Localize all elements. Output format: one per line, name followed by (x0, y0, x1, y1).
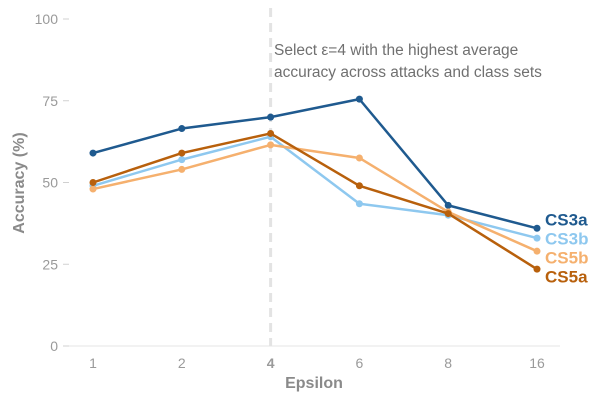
series-layer (89, 95, 541, 273)
data-point (533, 247, 541, 255)
series-label-cs5b: CS5b (545, 248, 588, 267)
series-label-cs3a: CS3a (545, 210, 588, 229)
data-point (89, 149, 97, 157)
annotation-line-1: Select ε=4 with the highest average (274, 42, 518, 59)
x-tick-label: 1 (89, 355, 97, 371)
y-tick-label: 50 (42, 175, 58, 191)
x-axis-title: Epsilon (285, 375, 343, 392)
data-point (89, 179, 97, 186)
data-point (178, 156, 186, 164)
data-point (267, 113, 275, 121)
data-point (355, 200, 363, 208)
y-tick-label: 0 (50, 338, 58, 354)
series-cs5b (89, 141, 541, 255)
data-point (178, 149, 186, 157)
data-point (178, 125, 186, 133)
data-point (444, 210, 452, 218)
y-axis-title: Accuracy (%) (11, 132, 28, 233)
y-tick-label: 25 (42, 256, 58, 272)
data-point (355, 182, 363, 190)
data-point (533, 224, 541, 232)
data-point (178, 165, 186, 173)
data-point (355, 154, 363, 162)
series-label-cs3b: CS3b (545, 229, 588, 248)
data-point (89, 185, 97, 193)
series-line-cs5b (91, 143, 539, 253)
data-point (267, 141, 275, 149)
series-line-cs3a (91, 97, 539, 230)
data-point (444, 201, 452, 209)
x-tick-label: 8 (444, 355, 452, 371)
x-tick-label: 16 (529, 355, 545, 371)
data-point (533, 234, 541, 242)
data-point (533, 265, 541, 273)
x-tick-label: 2 (178, 355, 186, 371)
series-cs3b (89, 133, 541, 242)
x-tick-label: 4 (267, 355, 275, 371)
data-point (267, 129, 275, 137)
x-tick-label: 6 (356, 355, 364, 371)
series-cs3a (89, 95, 541, 232)
series-cs5a (89, 129, 541, 273)
y-tick-label: 100 (35, 11, 59, 27)
x-axis-ticks: 1 2 4 6 8 16 (89, 355, 545, 371)
series-line-cs5a (91, 132, 539, 271)
y-axis-ticks: 0 25 50 75 100 (35, 11, 69, 354)
annotation-line-2: accuracy across attacks and class sets (274, 64, 542, 81)
y-tick-label: 75 (42, 93, 58, 109)
data-point (355, 95, 363, 103)
series-label-cs5a: CS5a (545, 267, 588, 286)
